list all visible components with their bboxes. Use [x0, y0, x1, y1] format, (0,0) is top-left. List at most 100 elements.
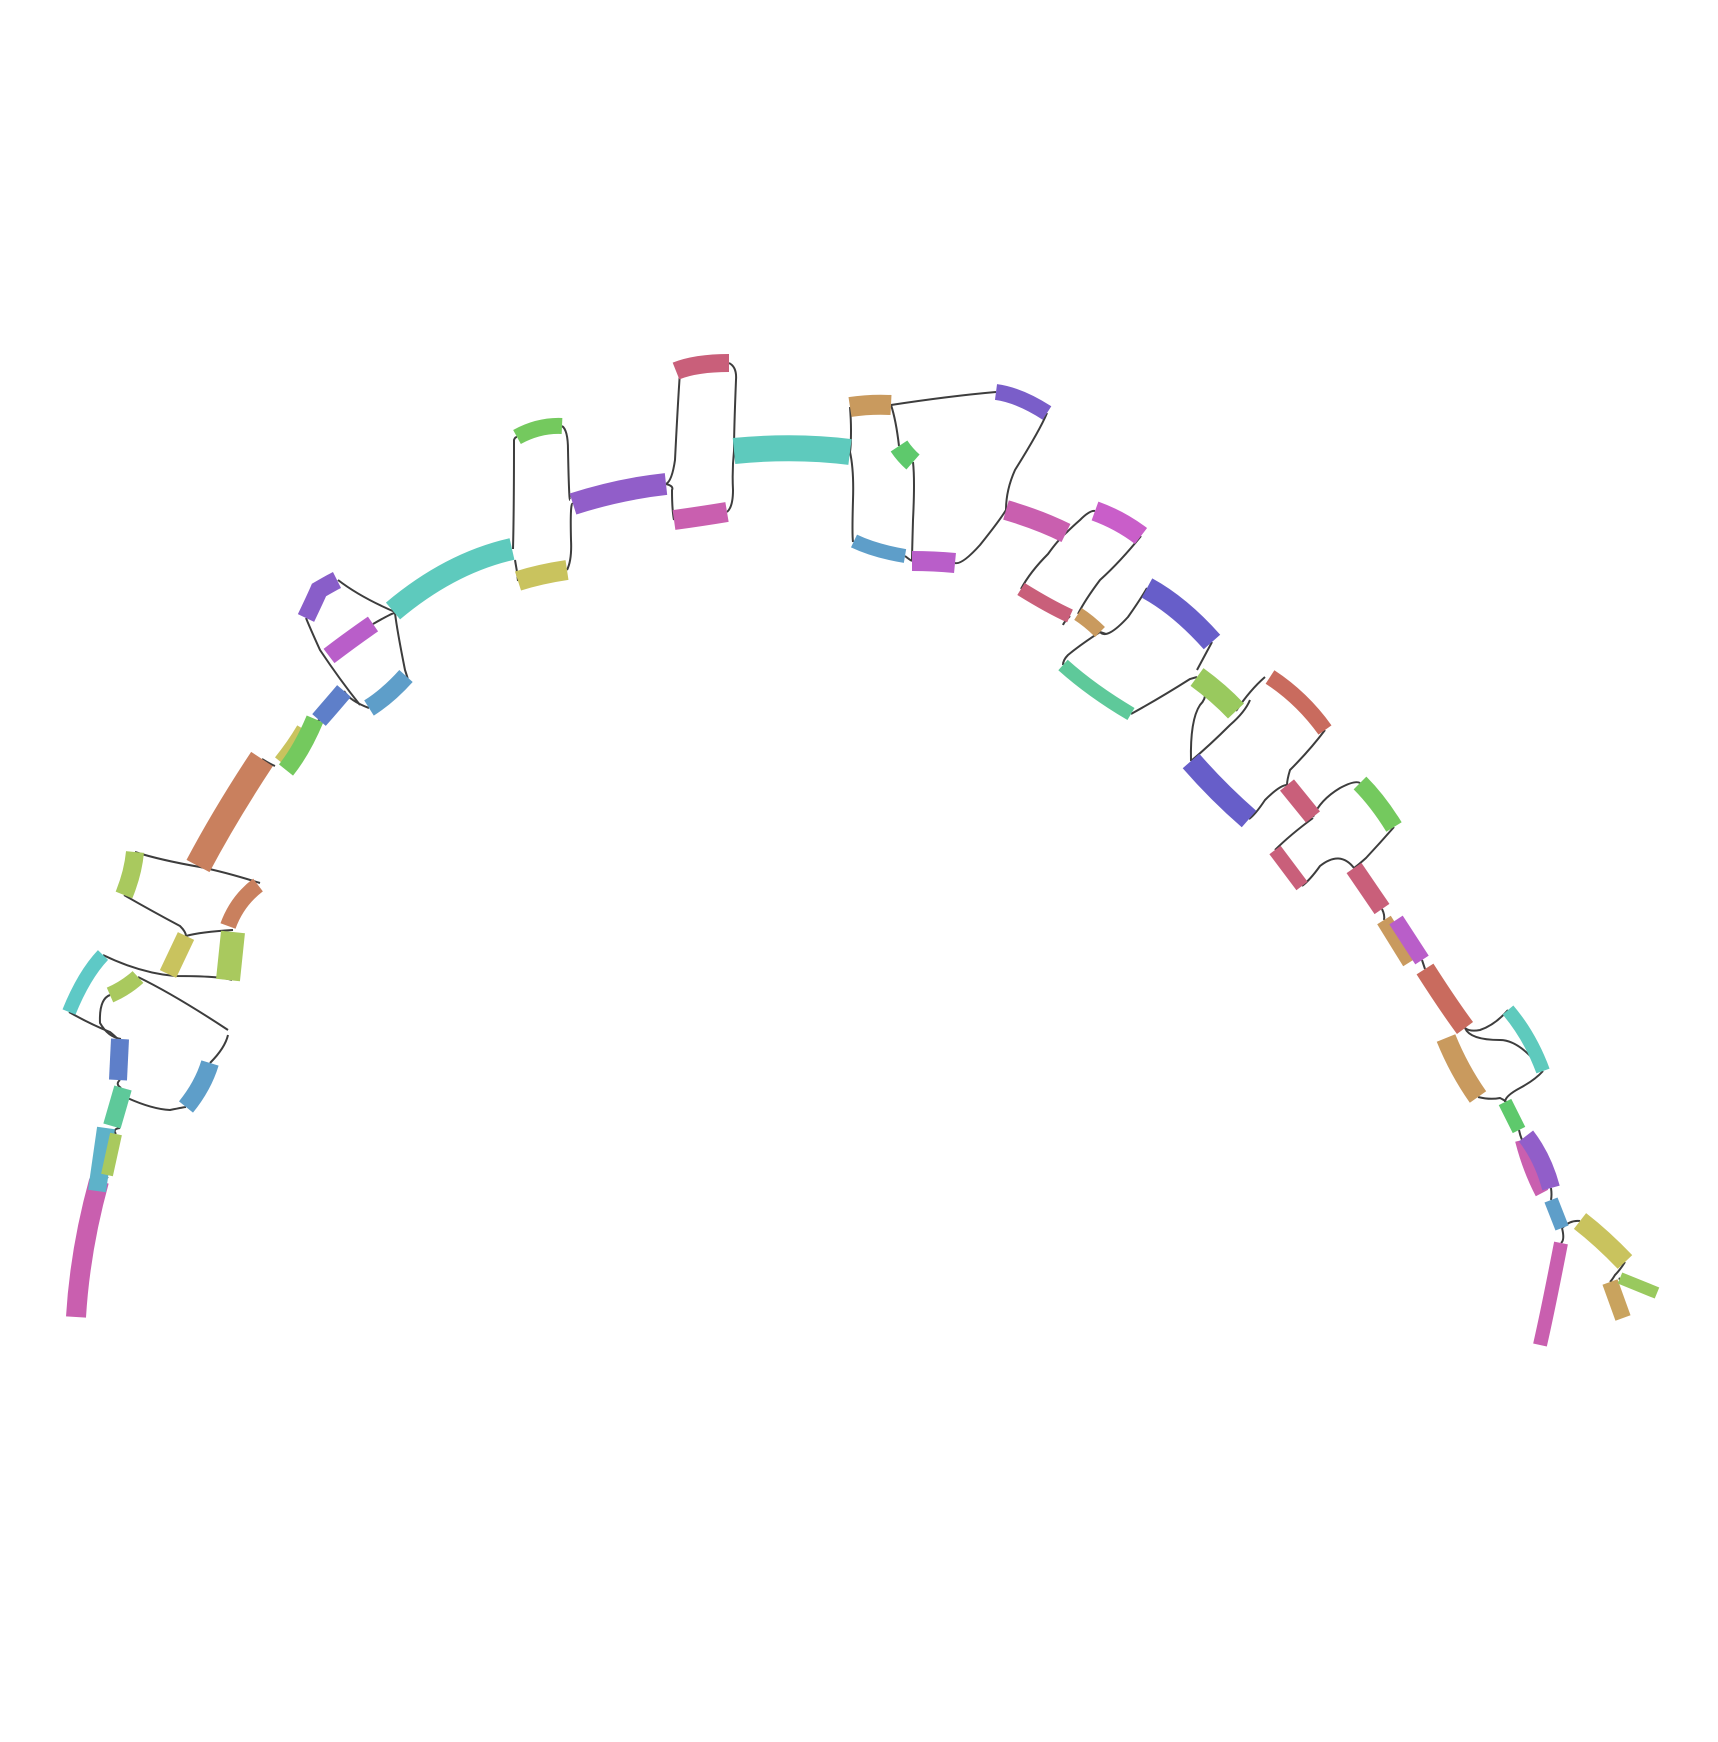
graph-segment — [1017, 583, 1073, 623]
graph-segment — [1498, 1098, 1526, 1134]
segment-link — [1353, 826, 1395, 869]
graph-segment — [1617, 1272, 1660, 1299]
segment-link — [1301, 857, 1355, 887]
segment-link — [665, 371, 681, 485]
graph-segment — [672, 354, 730, 380]
graph-segment — [1573, 1213, 1633, 1269]
segment-link — [1504, 1070, 1544, 1103]
segment-link — [137, 976, 229, 1031]
graph-segment — [186, 751, 273, 873]
graph-segment — [278, 715, 324, 776]
graph-segment — [178, 1060, 219, 1113]
graph-segment — [1141, 578, 1221, 650]
segment-link — [849, 451, 855, 543]
graph-segment — [848, 394, 892, 417]
segment-link — [1609, 1261, 1626, 1283]
segment-link — [1464, 1009, 1509, 1032]
segment-link — [665, 483, 675, 521]
segment-link — [261, 758, 276, 767]
graph-segment — [323, 616, 379, 664]
segment-link — [305, 617, 361, 706]
graph-segment — [1518, 1130, 1560, 1191]
graph-segment — [1602, 1279, 1631, 1321]
graph-segment — [1190, 668, 1244, 719]
graph-segment — [1353, 776, 1402, 832]
segment-link — [1099, 587, 1148, 636]
graph-segment — [672, 502, 729, 530]
graph-segment — [569, 473, 668, 515]
graph-segment — [1416, 963, 1474, 1034]
segment-link — [337, 579, 396, 613]
segment-link — [1477, 1096, 1507, 1103]
graph-segment — [1436, 1034, 1487, 1103]
segment-link — [1077, 535, 1142, 615]
segment-link — [911, 461, 915, 562]
segment-links — [68, 362, 1626, 1283]
graph-segment — [1074, 608, 1105, 637]
segment-link — [209, 1034, 229, 1064]
segment-link — [113, 1127, 121, 1135]
segment-link — [68, 1011, 121, 1043]
graph-segment — [297, 571, 342, 622]
graph-segment — [115, 851, 144, 899]
graph-segment — [1280, 779, 1320, 823]
segment-link — [1065, 509, 1096, 534]
graph-segment — [850, 534, 907, 563]
graph-segment — [1265, 670, 1332, 735]
graph-segment — [513, 417, 563, 445]
segment-link — [120, 1094, 187, 1112]
segment-link — [1062, 631, 1101, 666]
segment-link — [1196, 641, 1213, 671]
segment-link — [954, 509, 1007, 565]
segment-link — [1020, 532, 1067, 590]
graph-segment — [1182, 753, 1257, 828]
graph-segment — [994, 384, 1052, 420]
graph-segment — [1533, 1241, 1568, 1347]
graph-segment — [1058, 659, 1135, 721]
graph-segment — [364, 669, 413, 716]
graph-segment — [66, 1178, 109, 1318]
graph-segments — [62, 354, 1660, 1347]
segment-link — [1518, 1129, 1523, 1141]
graph-segment — [103, 1085, 132, 1129]
segment-link — [1421, 959, 1426, 970]
graph-segment — [385, 538, 515, 620]
graph-segment — [312, 685, 351, 726]
segment-link — [561, 425, 571, 501]
graph-segment — [514, 560, 569, 591]
graph-segment — [220, 878, 264, 929]
segment-link — [372, 611, 409, 681]
graph-segment — [62, 950, 109, 1015]
segment-link — [1274, 817, 1314, 851]
graph-segment — [1544, 1197, 1569, 1231]
segment-link — [566, 502, 574, 571]
segment-link — [904, 555, 913, 562]
graph-segment — [1346, 862, 1390, 915]
segment-link — [1005, 412, 1048, 511]
graph-segment — [1377, 915, 1417, 967]
graph-segment — [1502, 1005, 1550, 1074]
segment-link — [512, 436, 518, 550]
segment-link — [1560, 1227, 1565, 1244]
segment-link — [890, 391, 997, 406]
graph-segment — [101, 1132, 122, 1177]
segment-link — [98, 994, 122, 1040]
graph-segment — [911, 551, 956, 573]
segment-link — [1312, 781, 1361, 818]
graph-segment — [1003, 500, 1071, 542]
segment-link — [123, 894, 187, 937]
segment-link — [726, 450, 735, 513]
segment-link — [185, 929, 234, 937]
graph-segment — [732, 435, 852, 465]
graph-segment — [1091, 501, 1148, 545]
segment-link — [1248, 784, 1288, 820]
segment-link — [1190, 699, 1251, 762]
graph-segment — [88, 1126, 115, 1193]
graph-segment — [890, 440, 920, 470]
graph-segment — [1269, 845, 1308, 891]
segment-link — [1286, 729, 1326, 786]
graph-segment — [159, 932, 195, 978]
graph-segment — [106, 971, 144, 1003]
segment-link — [1381, 908, 1386, 921]
